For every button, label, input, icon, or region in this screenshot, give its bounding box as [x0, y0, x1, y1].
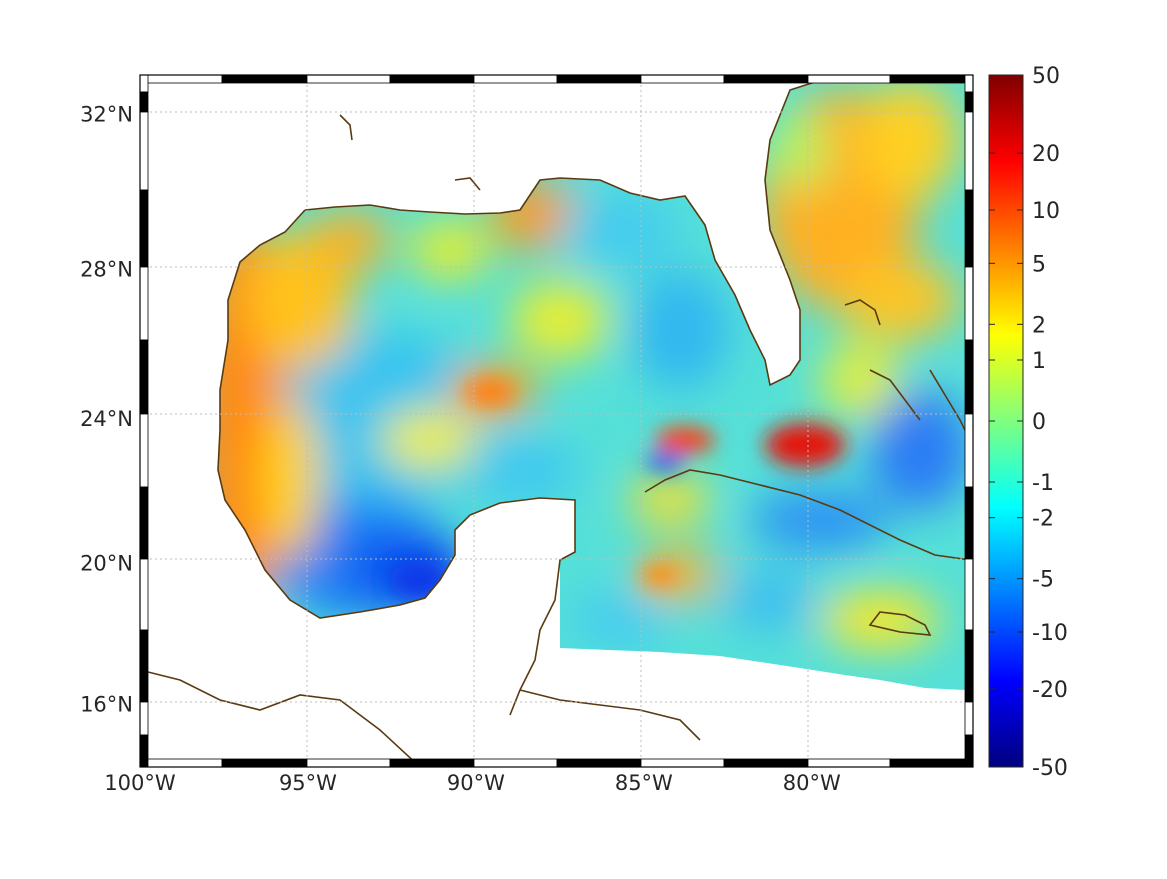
- colorbar-tick-label: 5: [1032, 252, 1046, 277]
- colorbar-tick-label: -1: [1032, 471, 1054, 496]
- colorbar-tick-label: 10: [1032, 199, 1060, 224]
- colorbar-tick-label: 50: [1032, 64, 1060, 89]
- y-tick-label: 24°N: [80, 407, 133, 431]
- colorbar-tick-label: -5: [1032, 568, 1054, 593]
- graticule: [140, 75, 973, 767]
- coastline: [139, 81, 971, 768]
- colorbar-tick-label: -10: [1032, 621, 1068, 646]
- y-tick-label: 20°N: [80, 551, 133, 575]
- map-frame: [139, 74, 974, 768]
- colorbar-tick-label: 0: [1032, 410, 1046, 435]
- colorbar-tick-label: -20: [1032, 678, 1068, 703]
- colorbar-tick-label: 2: [1032, 313, 1046, 338]
- x-tick-labels: 100°W 95°W 90°W 85°W 80°W: [104, 771, 841, 795]
- x-tick-label: 85°W: [615, 771, 673, 795]
- colorbar-tick-label: -50: [1032, 756, 1068, 781]
- y-tick-label: 32°N: [80, 103, 133, 127]
- x-tick-label: 90°W: [447, 771, 505, 795]
- x-tick-label: 80°W: [783, 771, 841, 795]
- y-tick-label: 16°N: [80, 693, 133, 717]
- y-tick-label: 28°N: [80, 258, 133, 282]
- colorbar-tick-label: -2: [1032, 507, 1054, 532]
- y-tick-labels: 32°N 28°N 24°N 20°N 16°N: [80, 103, 133, 717]
- x-tick-label: 100°W: [104, 771, 176, 795]
- colorbar-tick-label: 20: [1032, 142, 1060, 167]
- x-tick-label: 95°W: [279, 771, 337, 795]
- colorbar-tick-label: 1: [1032, 349, 1046, 374]
